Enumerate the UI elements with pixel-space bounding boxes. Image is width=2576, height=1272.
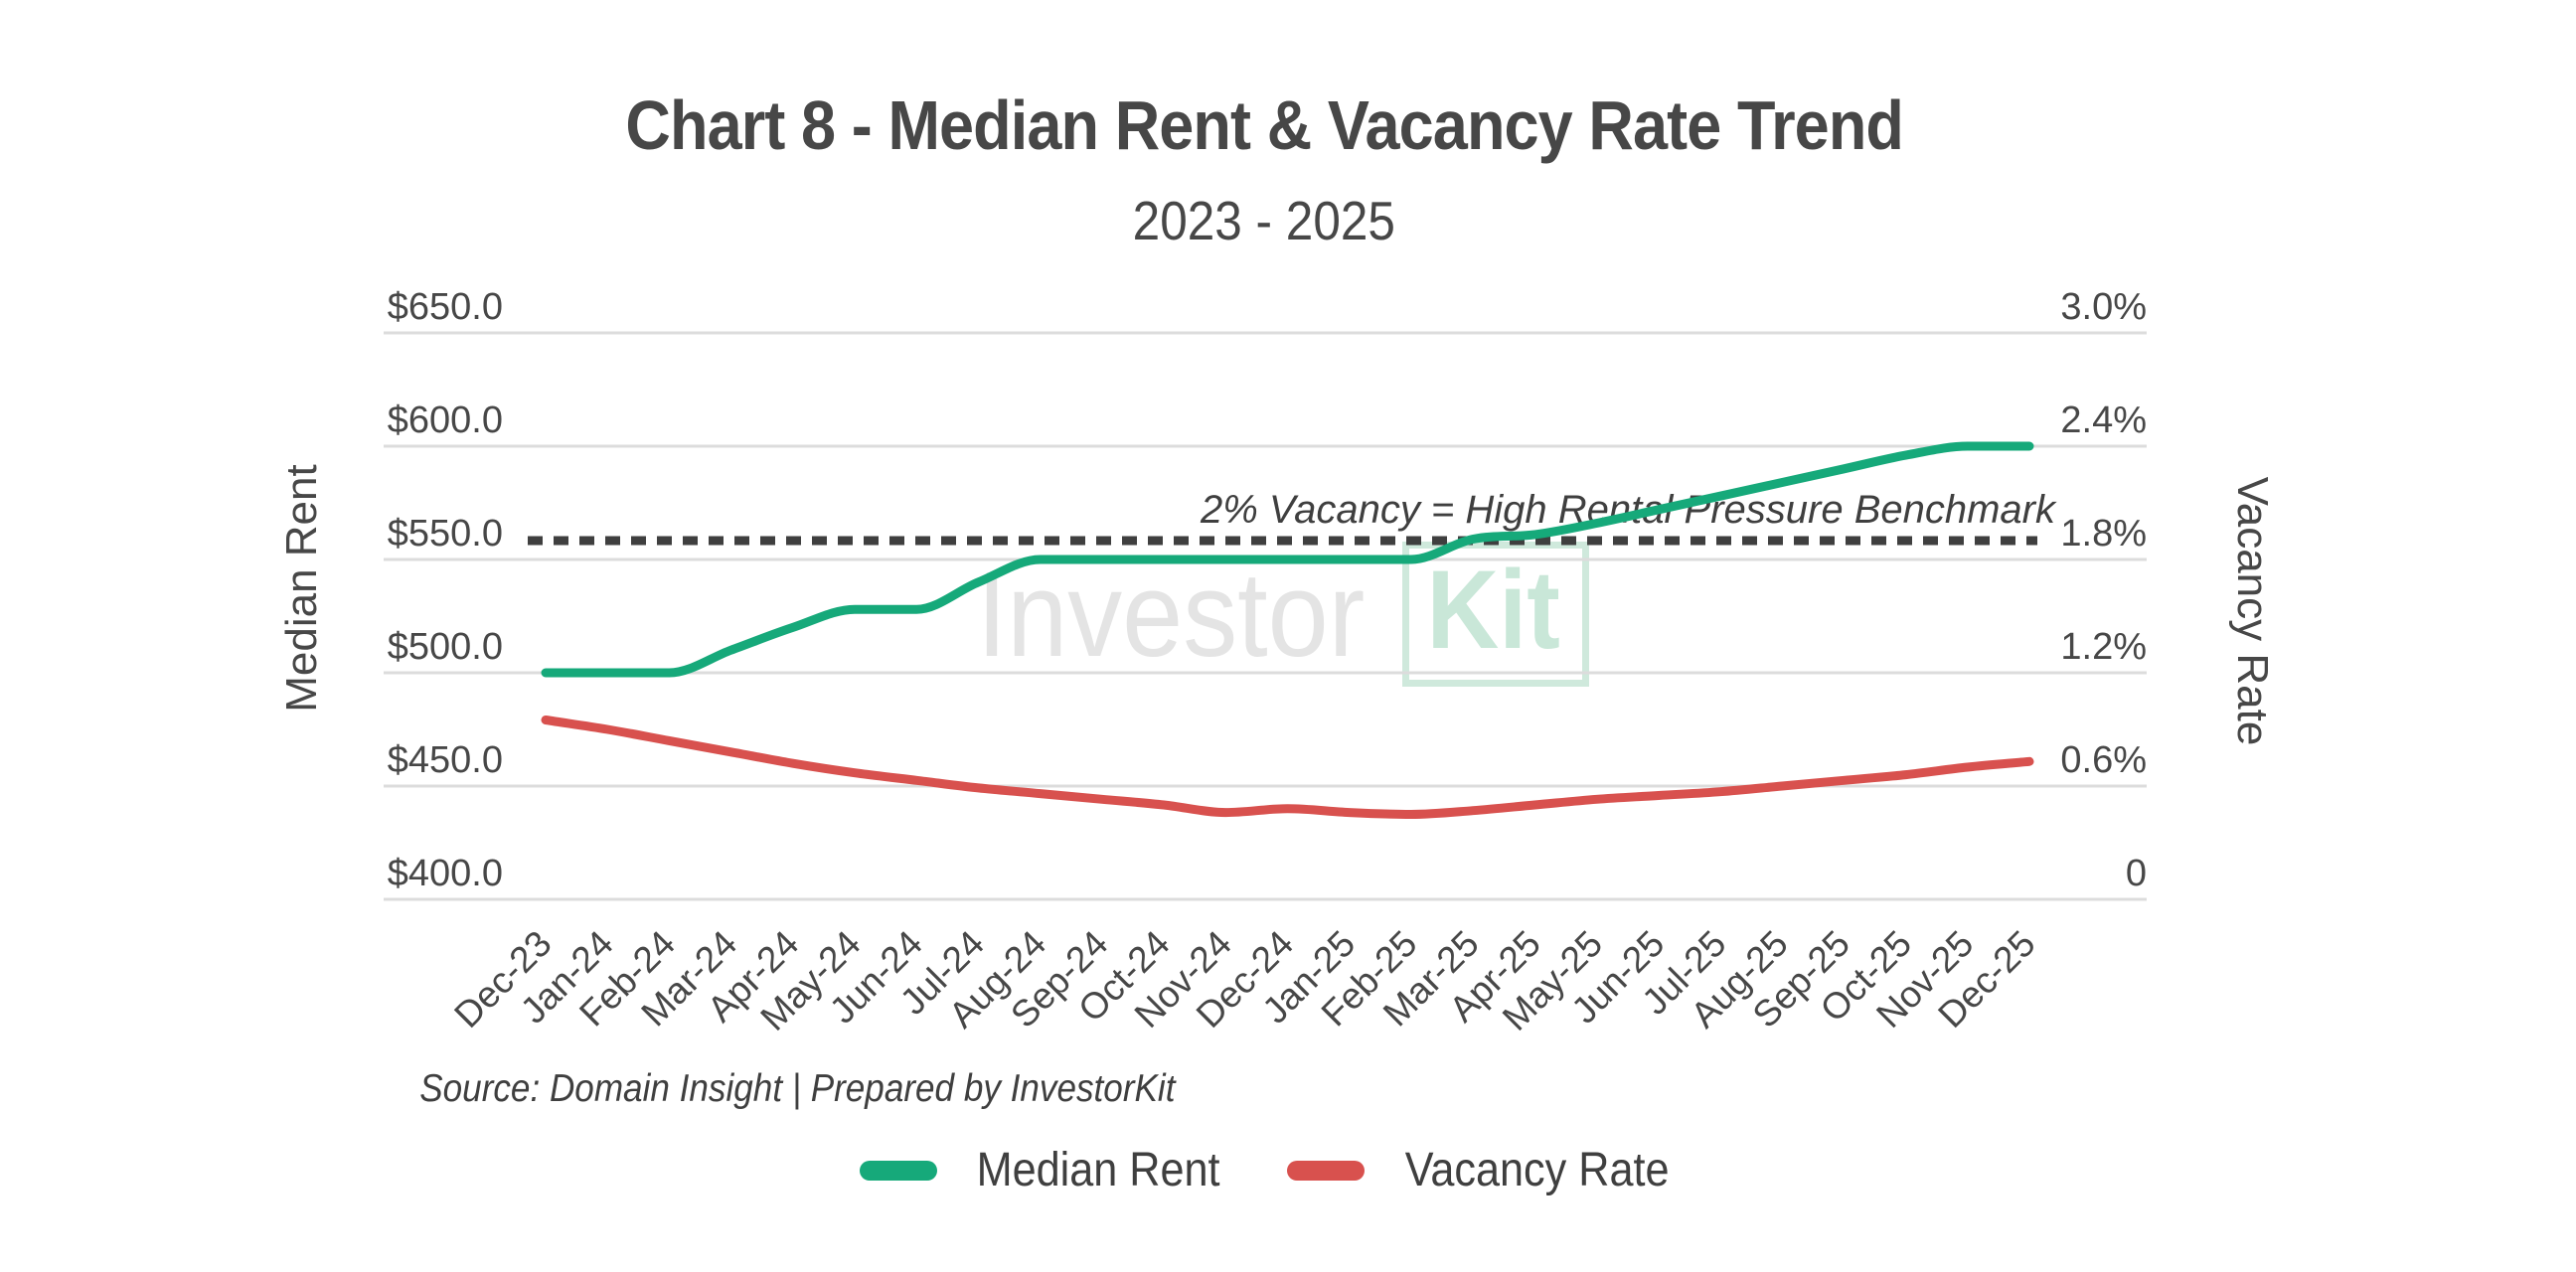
chart-subtitle-text: 2023 - 2025 xyxy=(1132,190,1396,251)
legend-item-vacancy-rate: Vacancy Rate xyxy=(1287,1143,1684,1197)
vacancy-rate-line xyxy=(541,716,2034,819)
right-axis-tick-label: 0.6% xyxy=(2060,739,2147,781)
left-axis-tick-label: $550.0 xyxy=(388,513,503,555)
chart-title-text: Chart 8 - Median Rent & Vacancy Rate Tre… xyxy=(625,86,1903,164)
chart-title: Chart 8 - Median Rent & Vacancy Rate Tre… xyxy=(0,85,2528,165)
benchmark-annotation: 2% Vacancy = High Rental Pressure Benchm… xyxy=(1200,488,2057,532)
legend-label-median-rent: Median Rent xyxy=(976,1144,1220,1196)
median-rent-swatch-icon xyxy=(860,1160,938,1181)
right-axis-tick-label: 2.4% xyxy=(2060,399,2147,441)
legend-label-vacancy-rate: Vacancy Rate xyxy=(1405,1144,1670,1196)
right-axis-tick-label: 1.8% xyxy=(2060,513,2147,555)
left-axis-tick-label: $450.0 xyxy=(388,739,503,781)
left-axis-title: Median Rent xyxy=(277,464,326,712)
left-axis-tick-label: $400.0 xyxy=(388,853,503,894)
right-axis-title: Vacancy Rate xyxy=(2228,477,2277,746)
source-note: Source: Domain Insight | Prepared by Inv… xyxy=(378,1067,1217,1111)
legend-item-median-rent: Median Rent xyxy=(860,1143,1233,1197)
left-axis-tick-label: $600.0 xyxy=(388,399,503,441)
right-axis-tick-label: 3.0% xyxy=(2060,286,2147,328)
left-axis-tick-label: $500.0 xyxy=(388,626,503,668)
vacancy-rate-swatch-icon xyxy=(1287,1160,1366,1181)
source-note-text: Source: Domain Insight | Prepared by Inv… xyxy=(419,1067,1176,1110)
chart-subtitle: 2023 - 2025 xyxy=(0,189,2528,252)
left-axis-tick-label: $650.0 xyxy=(388,286,503,328)
right-axis-tick-label: 0 xyxy=(2126,853,2147,894)
median-rent-line xyxy=(541,441,2034,678)
right-axis-tick-label: 1.2% xyxy=(2060,626,2147,668)
chart-legend: Median Rent Vacancy Rate xyxy=(0,1143,2544,1197)
